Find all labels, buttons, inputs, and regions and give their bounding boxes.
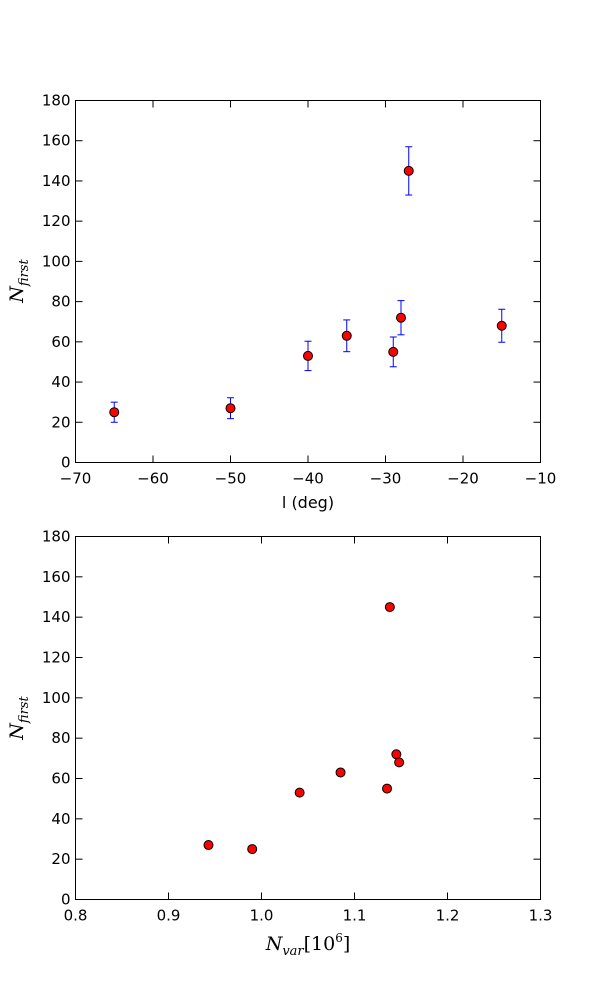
chart-bottom-panel: 0.8 0.9 1.0 1.1 1.2 1.3 0 20 40 60 80 100 120 140 160 1… <box>6 528 552 960</box>
y-tick-label-top-7: 140 <box>42 172 71 190</box>
errorbars-top <box>110 146 506 423</box>
data-point-top-2 <box>303 350 313 361</box>
y-axis-label-bottom: Nfirst <box>6 696 32 741</box>
axes-frame-top <box>75 100 541 463</box>
y-axis-label-top-base: N <box>6 285 28 304</box>
x-tick-label-top-1: −60 <box>137 470 169 488</box>
y-tick-label-top-1: 20 <box>51 413 70 431</box>
data-point-top-0 <box>109 407 120 418</box>
data-point-top-5 <box>396 312 406 323</box>
plot-area-top: −70 −60 −50 −40 −30 −20 −10 0 20 40 60 80 100 120 140 1… <box>42 92 556 488</box>
y-tick-label-bottom-2: 40 <box>51 810 70 828</box>
x-tick-label-bottom-4: 1.2 <box>436 907 460 925</box>
tick-labels-top: −70 −60 −50 −40 −30 −20 −10 0 20 40 60 80 100 120 140 1… <box>42 92 556 488</box>
x-tick-label-bottom-0: 0.8 <box>64 907 88 925</box>
ticks-top <box>75 100 541 463</box>
y-axis-label-top: Nfirst <box>6 259 32 304</box>
data-point-bottom-1 <box>247 844 258 855</box>
y-axis-label-bottom-base: N <box>6 722 28 741</box>
y-tick-label-top-3: 60 <box>51 333 70 351</box>
y-tick-label-bottom-6: 120 <box>42 649 71 667</box>
plot-area-bottom: 0.8 0.9 1.0 1.1 1.2 1.3 0 20 40 60 80 100 120 140 160 1… <box>42 528 553 925</box>
y-tick-label-top-0: 0 <box>61 454 71 472</box>
x-tick-label-bottom-2: 1.0 <box>250 907 274 925</box>
tick-labels-bottom: 0.8 0.9 1.0 1.1 1.2 1.3 0 20 40 60 80 100 120 140 160 1… <box>42 528 553 925</box>
data-point-bottom-4 <box>382 783 393 794</box>
y-tick-label-bottom-5: 100 <box>42 689 71 707</box>
data-point-top-7 <box>496 320 507 331</box>
data-point-bottom-7 <box>394 757 405 768</box>
x-tick-label-bottom-1: 0.9 <box>157 907 181 925</box>
x-tick-label-top-2: −50 <box>215 470 247 488</box>
markers-top <box>109 165 507 418</box>
y-tick-label-top-6: 120 <box>42 212 71 230</box>
markers-bottom <box>203 602 405 855</box>
y-tick-label-bottom-3: 60 <box>51 770 70 788</box>
ticks-bottom <box>75 536 541 900</box>
x-axis-label-bottom-bracket: [10 <box>304 933 336 955</box>
y-axis-label-bottom-sub: first <box>17 696 32 725</box>
data-point-bottom-3 <box>335 767 346 778</box>
y-tick-label-bottom-0: 0 <box>61 891 71 909</box>
data-point-top-3 <box>341 330 352 341</box>
data-point-bottom-5 <box>384 602 395 613</box>
y-tick-label-bottom-7: 140 <box>42 608 71 626</box>
x-axis-label-top: l (deg) <box>282 493 334 512</box>
y-tick-label-bottom-8: 160 <box>42 568 71 586</box>
x-tick-label-bottom-3: 1.1 <box>343 907 367 925</box>
x-tick-label-top-3: −40 <box>292 470 324 488</box>
data-point-top-1 <box>225 403 236 414</box>
y-tick-label-top-4: 80 <box>51 293 70 311</box>
data-point-bottom-0 <box>203 840 214 851</box>
axes-frame-bottom <box>75 536 541 900</box>
x-axis-label-bottom: Nvar[106] <box>265 931 351 959</box>
x-tick-label-top-4: −30 <box>370 470 402 488</box>
x-tick-label-bottom-5: 1.3 <box>529 907 553 925</box>
data-point-bottom-2 <box>294 787 305 798</box>
x-axis-label-bottom-sup: 6 <box>335 931 343 945</box>
y-tick-label-bottom-4: 80 <box>51 729 70 747</box>
y-tick-label-top-2: 40 <box>51 373 70 391</box>
data-point-top-6 <box>403 165 414 176</box>
x-axis-label-bottom-sub: var <box>282 944 304 959</box>
data-point-top-4 <box>388 346 399 357</box>
y-tick-label-top-5: 100 <box>42 252 71 270</box>
x-axis-label-bottom-base: N <box>265 933 284 955</box>
y-tick-label-bottom-9: 180 <box>42 528 71 546</box>
y-tick-label-bottom-1: 20 <box>51 850 70 868</box>
x-tick-label-top-0: −70 <box>60 470 92 488</box>
x-tick-label-top-6: −10 <box>525 470 557 488</box>
x-tick-label-top-5: −20 <box>447 470 479 488</box>
x-axis-label-bottom-close: ] <box>343 933 350 955</box>
y-tick-label-top-9: 180 <box>42 92 71 110</box>
y-tick-label-top-8: 160 <box>42 132 71 150</box>
chart-top-panel: −70 −60 −50 −40 −30 −20 −10 0 20 40 60 80 100 120 140 1… <box>6 92 556 513</box>
y-axis-label-top-sub: first <box>17 259 32 288</box>
